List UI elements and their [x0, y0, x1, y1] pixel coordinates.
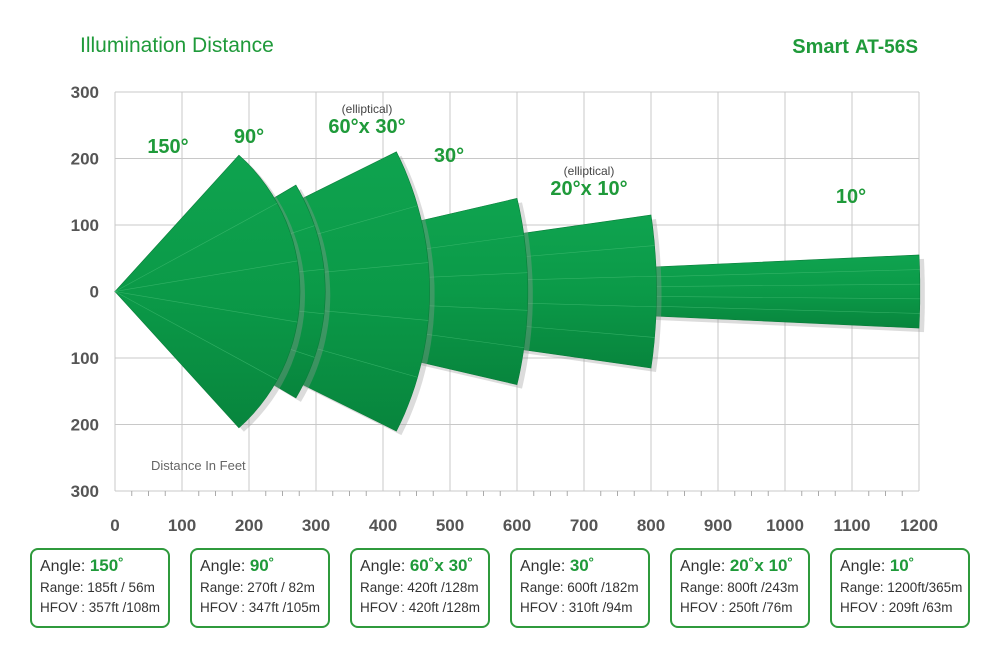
x-tick-label: 400	[369, 516, 397, 535]
spec-angle-value: 150˚	[89, 556, 124, 575]
spec-hfov: HFOV : 357ft /108m	[40, 600, 161, 615]
spec-range: Range: 600ft /182m	[520, 580, 639, 595]
x-tick-label: 100	[168, 516, 196, 535]
spec-angle-value: 90˚	[249, 556, 275, 575]
spec-hfov: HFOV : 347ft /105m	[200, 600, 321, 615]
spec-card: Angle: 60˚x 30˚ Range: 420ft /128m HFOV …	[350, 548, 490, 628]
y-tick-label: 200	[71, 150, 99, 169]
spec-angle-label: Angle:	[360, 558, 406, 575]
x-tick-label: 900	[704, 516, 732, 535]
beam-ray	[114, 202, 278, 292]
y-tick-label: 300	[71, 482, 99, 501]
beam-note-label: (elliptical)	[342, 102, 393, 116]
brand-name: Smart	[792, 36, 849, 58]
spec-angle-row: Angle: 20˚x 10˚	[680, 555, 808, 578]
spec-angle-label: Angle:	[680, 558, 726, 575]
beam-note-label: (elliptical)	[564, 164, 615, 178]
x-tick-label: 0	[110, 516, 119, 535]
x-tick-label: 1000	[766, 516, 804, 535]
spec-angle-value: 10˚	[889, 556, 915, 575]
spec-hfov: HFOV : 209ft /63m	[840, 600, 953, 615]
spec-angle-row: Angle: 10˚	[840, 555, 968, 578]
beams	[114, 151, 925, 436]
x-tick-label: 700	[570, 516, 598, 535]
spec-angle-value: 20˚x 10˚	[729, 556, 794, 575]
beam-angle-label: 150°	[147, 136, 188, 158]
spec-range: Range: 800ft /243m	[680, 580, 799, 595]
y-tick-label: 0	[90, 283, 99, 302]
beam-ray	[114, 260, 298, 292]
spec-angle-label: Angle:	[200, 558, 246, 575]
beam-angle-label: 20°x 10°	[550, 178, 627, 200]
beam-angle-label: 10°	[836, 186, 866, 208]
spec-range: Range: 420ft /128m	[360, 580, 479, 595]
x-tick-label: 500	[436, 516, 464, 535]
beam-angle-label: 60°x 30°	[328, 116, 405, 138]
y-tick-label: 300	[71, 83, 99, 102]
y-tick-label: 100	[71, 349, 99, 368]
x-tick-label: 600	[503, 516, 531, 535]
spec-cards: Angle: 150˚ Range: 185ft / 56m HFOV : 35…	[0, 548, 1000, 632]
x-tick-label: 1200	[900, 516, 938, 535]
beam-angle-label: 90°	[234, 126, 264, 148]
model-name: AT-56S	[854, 37, 918, 58]
spec-card: Angle: 90˚ Range: 270ft / 82m HFOV : 347…	[190, 548, 330, 628]
beam-ray	[114, 291, 298, 323]
y-tick-label: 200	[71, 416, 99, 435]
chart-title: Illumination Distance	[80, 34, 274, 57]
spec-angle-label: Angle:	[40, 558, 86, 575]
x-tick-label: 800	[637, 516, 665, 535]
y-tick-label: 100	[71, 216, 99, 235]
brand-label: Smart AT-56S	[792, 36, 918, 59]
spec-angle-label: Angle:	[520, 558, 566, 575]
spec-angle-row: Angle: 60˚x 30˚	[360, 555, 488, 578]
spec-angle-value: 30˚	[569, 556, 595, 575]
spec-hfov: HFOV : 310ft /94m	[520, 600, 633, 615]
x-tick-label: 1100	[834, 516, 871, 535]
spec-angle-row: Angle: 150˚	[40, 555, 168, 578]
beam-labels: 150° 90° 60°x 30°(elliptical)30°20°x 10°(e…	[147, 102, 866, 208]
spec-range: Range: 270ft / 82m	[200, 580, 315, 595]
spec-angle-row: Angle: 30˚	[520, 555, 648, 578]
spec-angle-value: 60˚x 30˚	[409, 556, 474, 575]
spec-card: Angle: 30˚ Range: 600ft /182m HFOV : 310…	[510, 548, 650, 628]
x-axis-label: Distance In Feet	[151, 458, 246, 473]
spec-card: Angle: 10˚ Range: 1200ft/365m HFOV : 209…	[830, 548, 970, 628]
spec-angle-label: Angle:	[840, 558, 886, 575]
beam-angle-label: 30°	[434, 145, 464, 167]
axes: 0 100 200 300 400 500 600 700 800 900 1000 1100 1200…	[71, 83, 938, 535]
spec-card: Angle: 20˚x 10˚ Range: 800ft /243m HFOV …	[670, 548, 810, 628]
beam-sector	[114, 154, 301, 429]
spec-hfov: HFOV : 420ft /128m	[360, 600, 481, 615]
spec-hfov: HFOV : 250ft /76m	[680, 600, 793, 615]
beam-ray	[114, 291, 278, 381]
x-tick-label: 300	[302, 516, 330, 535]
spec-card: Angle: 150˚ Range: 185ft / 56m HFOV : 35…	[30, 548, 170, 628]
spec-range: Range: 185ft / 56m	[40, 580, 155, 595]
spec-range: Range: 1200ft/365m	[840, 580, 963, 595]
spec-angle-row: Angle: 90˚	[200, 555, 328, 578]
x-tick-label: 200	[235, 516, 263, 535]
